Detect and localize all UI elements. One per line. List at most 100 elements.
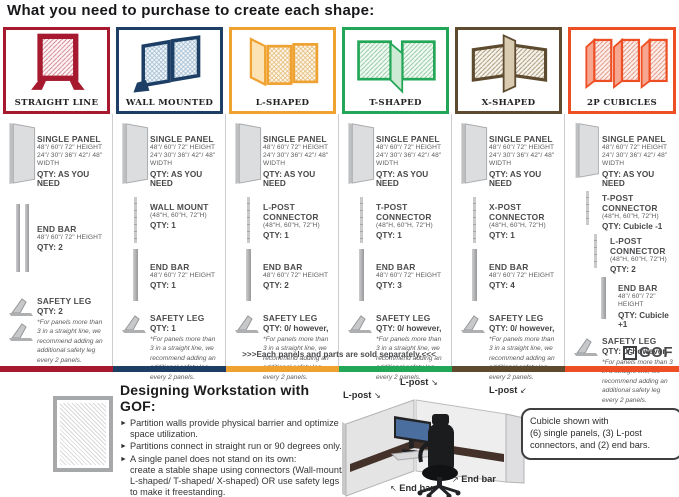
part-name: SINGLE PANEL xyxy=(263,134,327,144)
part-spec: 48"/ 60"/ 72" HEIGHT xyxy=(263,271,329,279)
part-name: SINGLE PANEL xyxy=(489,134,553,144)
safety-leg-icon xyxy=(7,296,37,342)
part-qty: QTY: Cubicle +1 xyxy=(618,310,669,329)
shape-title: L-SHAPED xyxy=(255,98,310,108)
part-qty: QTY: 1 xyxy=(150,323,176,333)
parts-list: SINGLE PANEL 48"/ 60"/ 72" HEIGHT 24"/ 3… xyxy=(565,114,679,404)
part-qty: QTY: 1 xyxy=(376,230,402,240)
part-qty: QTY: 2 xyxy=(263,280,289,290)
single-panel-icon xyxy=(572,121,602,179)
part-name: SAFETY LEG xyxy=(263,312,318,323)
panel-thumbnail xyxy=(53,396,113,472)
part-end-bar: END BAR 48"/ 60"/ 72" HEIGHT QTY: 3 xyxy=(346,248,449,301)
arrow-icon: ↙ xyxy=(520,386,527,395)
workstation-illustration xyxy=(342,399,525,497)
part-name: SINGLE PANEL xyxy=(37,134,101,144)
column-2p-cubicles: 2P CUBICLES SINGLE PANEL 48"/ 60"/ 72" H… xyxy=(565,0,679,404)
part-name: SINGLE PANEL xyxy=(602,134,666,144)
part-name: SAFETY LEG xyxy=(602,335,657,346)
shape-title: STRAIGHT LINE xyxy=(14,98,99,108)
part-qty: QTY: 2 xyxy=(37,306,63,316)
part-qty: QTY: Cubicle -1 xyxy=(602,221,663,231)
part-spec: 24"/ 30"/ 36"/ 42"/ 48" WIDTH xyxy=(376,152,442,168)
part-qty: QTY: 4 xyxy=(489,280,515,290)
part-qty: QTY: 2 xyxy=(37,242,63,252)
part-l-post-connector: L-POST CONNECTOR (48"H, 60"H, 72"H) QTY:… xyxy=(580,233,677,275)
part-qty: QTY: 3 xyxy=(376,280,402,290)
part-single-panel: SINGLE PANEL 48"/ 60"/ 72" HEIGHT 24"/ 3… xyxy=(572,121,677,188)
part-qty: QTY: 1 xyxy=(150,220,176,230)
shape-header-wall-mounted: WALL MOUNTED xyxy=(116,27,223,114)
part-note: *For panels more than 3 in a straight li… xyxy=(37,318,103,364)
l-shaped-shape-icon xyxy=(249,37,318,87)
gof-logo-text: GOF xyxy=(639,344,673,361)
end-bar-icon xyxy=(7,203,37,272)
part-spec: 48"/ 60"/ 72" HEIGHT xyxy=(602,144,668,151)
straight-line-shape-icon xyxy=(30,33,85,90)
part-name: END BAR xyxy=(489,261,529,272)
part-single-panel: SINGLE PANEL 48"/ 60"/ 72" HEIGHT 24"/ 3… xyxy=(120,121,223,188)
l-post-connector-icon xyxy=(580,233,610,268)
design-section: Designing Workstation with GOF: ► Partit… xyxy=(0,377,679,497)
bullet-list: ► Partition walls provide physical barri… xyxy=(120,418,348,497)
part-qty: QTY: 1 xyxy=(489,230,515,240)
part-note: *For panels more than 3 in a straight li… xyxy=(489,335,555,381)
arrow-icon: ↗ xyxy=(452,475,459,484)
part-name: SAFETY LEG xyxy=(150,312,205,323)
part-end-bar: END BAR 48"/ 60"/ 72" HEIGHT QTY: 1 xyxy=(120,248,223,301)
shape-title: X-SHAPED xyxy=(481,98,536,108)
part-end-bar: END BAR 48"/ 60"/ 72" HEIGHT QTY: 2 xyxy=(7,203,110,272)
part-name: WALL MOUNT xyxy=(150,201,209,212)
part-t-post-connector: T-POST CONNECTOR (48"H, 60"H, 72"H) QTY:… xyxy=(346,196,449,243)
part-single-panel: SINGLE PANEL 48"/ 60"/ 72" HEIGHT 24"/ 3… xyxy=(459,121,562,188)
bullet-arrow-icon: ► xyxy=(120,455,127,463)
part-spec: 48"/ 60"/ 72" HEIGHT xyxy=(37,144,103,151)
part-spec: 24"/ 30"/ 36"/ 42"/ 48" WIDTH xyxy=(263,152,329,168)
column-color-bar xyxy=(226,366,339,372)
end-bar-icon xyxy=(346,248,376,301)
column-color-bar xyxy=(113,366,226,372)
safety-leg-icon xyxy=(572,336,602,357)
bullet-arrow-icon: ► xyxy=(120,420,127,427)
safety-leg-icon xyxy=(120,313,150,334)
label-end-bar: ↖ End bar xyxy=(390,483,434,493)
parts-list: SINGLE PANEL 48"/ 60"/ 72" HEIGHT 24"/ 3… xyxy=(113,114,226,381)
part-spec: 48"/ 60"/ 72" HEIGHT xyxy=(489,271,555,279)
part-name: END BAR xyxy=(376,261,416,272)
label-end-bar: ↗ End bar xyxy=(452,474,496,484)
part-spec: 48"/ 60"/ 72" HEIGHT xyxy=(150,271,216,279)
t-post-connector-icon xyxy=(572,190,602,225)
part-qty: QTY: 2 xyxy=(610,265,636,275)
column-l-shaped: L-SHAPED SINGLE PANEL 48"/ 60"/ 72" HEIG… xyxy=(226,0,339,381)
label-text: L-post xyxy=(400,377,429,387)
arrow-icon: ↖ xyxy=(390,484,397,493)
bullet-item: ► A single panel does not stand on its o… xyxy=(120,454,348,497)
part-spec: 48"/ 60"/ 72" HEIGHT xyxy=(263,144,329,151)
design-heading: Designing Workstation with GOF: xyxy=(120,382,310,414)
bullet-text: A single panel does not stand on its own… xyxy=(129,453,345,497)
part-name: T-POST CONNECTOR xyxy=(602,192,658,213)
parts-list: SINGLE PANEL 48"/ 60"/ 72" HEIGHT 24"/ 3… xyxy=(226,114,339,381)
end-bar-icon xyxy=(233,248,263,301)
part-spec: (48"H, 60"H, 72"H) xyxy=(150,211,207,219)
part-name: SAFETY LEG xyxy=(37,295,92,306)
label-l-post: L-post ↘ xyxy=(343,390,381,400)
shape-header-straight-line: STRAIGHT LINE xyxy=(3,27,110,114)
part-qty: QTY: AS YOU NEED xyxy=(150,169,203,188)
column-wall-mounted: WALL MOUNTED SINGLE PANEL 48"/ 60"/ 72" … xyxy=(113,0,226,381)
part-qty: QTY: AS YOU NEED xyxy=(489,169,542,188)
single-panel-icon xyxy=(346,121,376,185)
part-name: END BAR xyxy=(618,283,658,294)
gof-logo-icon: G xyxy=(623,345,637,360)
wall-mount-icon xyxy=(120,196,150,243)
label-l-post: L-post ↙ xyxy=(489,385,527,395)
part-spec: 48"/ 60"/ 72" HEIGHT xyxy=(376,144,442,151)
gof-logo: G GOF xyxy=(623,344,673,361)
page-title: What you need to purchase to create each… xyxy=(7,2,375,19)
sold-separately-note: >>>Each panels and parts are sold separa… xyxy=(242,350,436,359)
part-spec: 48"/ 60"/ 72" HEIGHT xyxy=(618,293,656,309)
single-panel-icon xyxy=(233,121,263,185)
part-name: SAFETY LEG xyxy=(489,312,544,323)
part-x-post-connector: X-POST CONNECTOR (48"H, 60"H, 72"H) QTY:… xyxy=(459,196,562,243)
